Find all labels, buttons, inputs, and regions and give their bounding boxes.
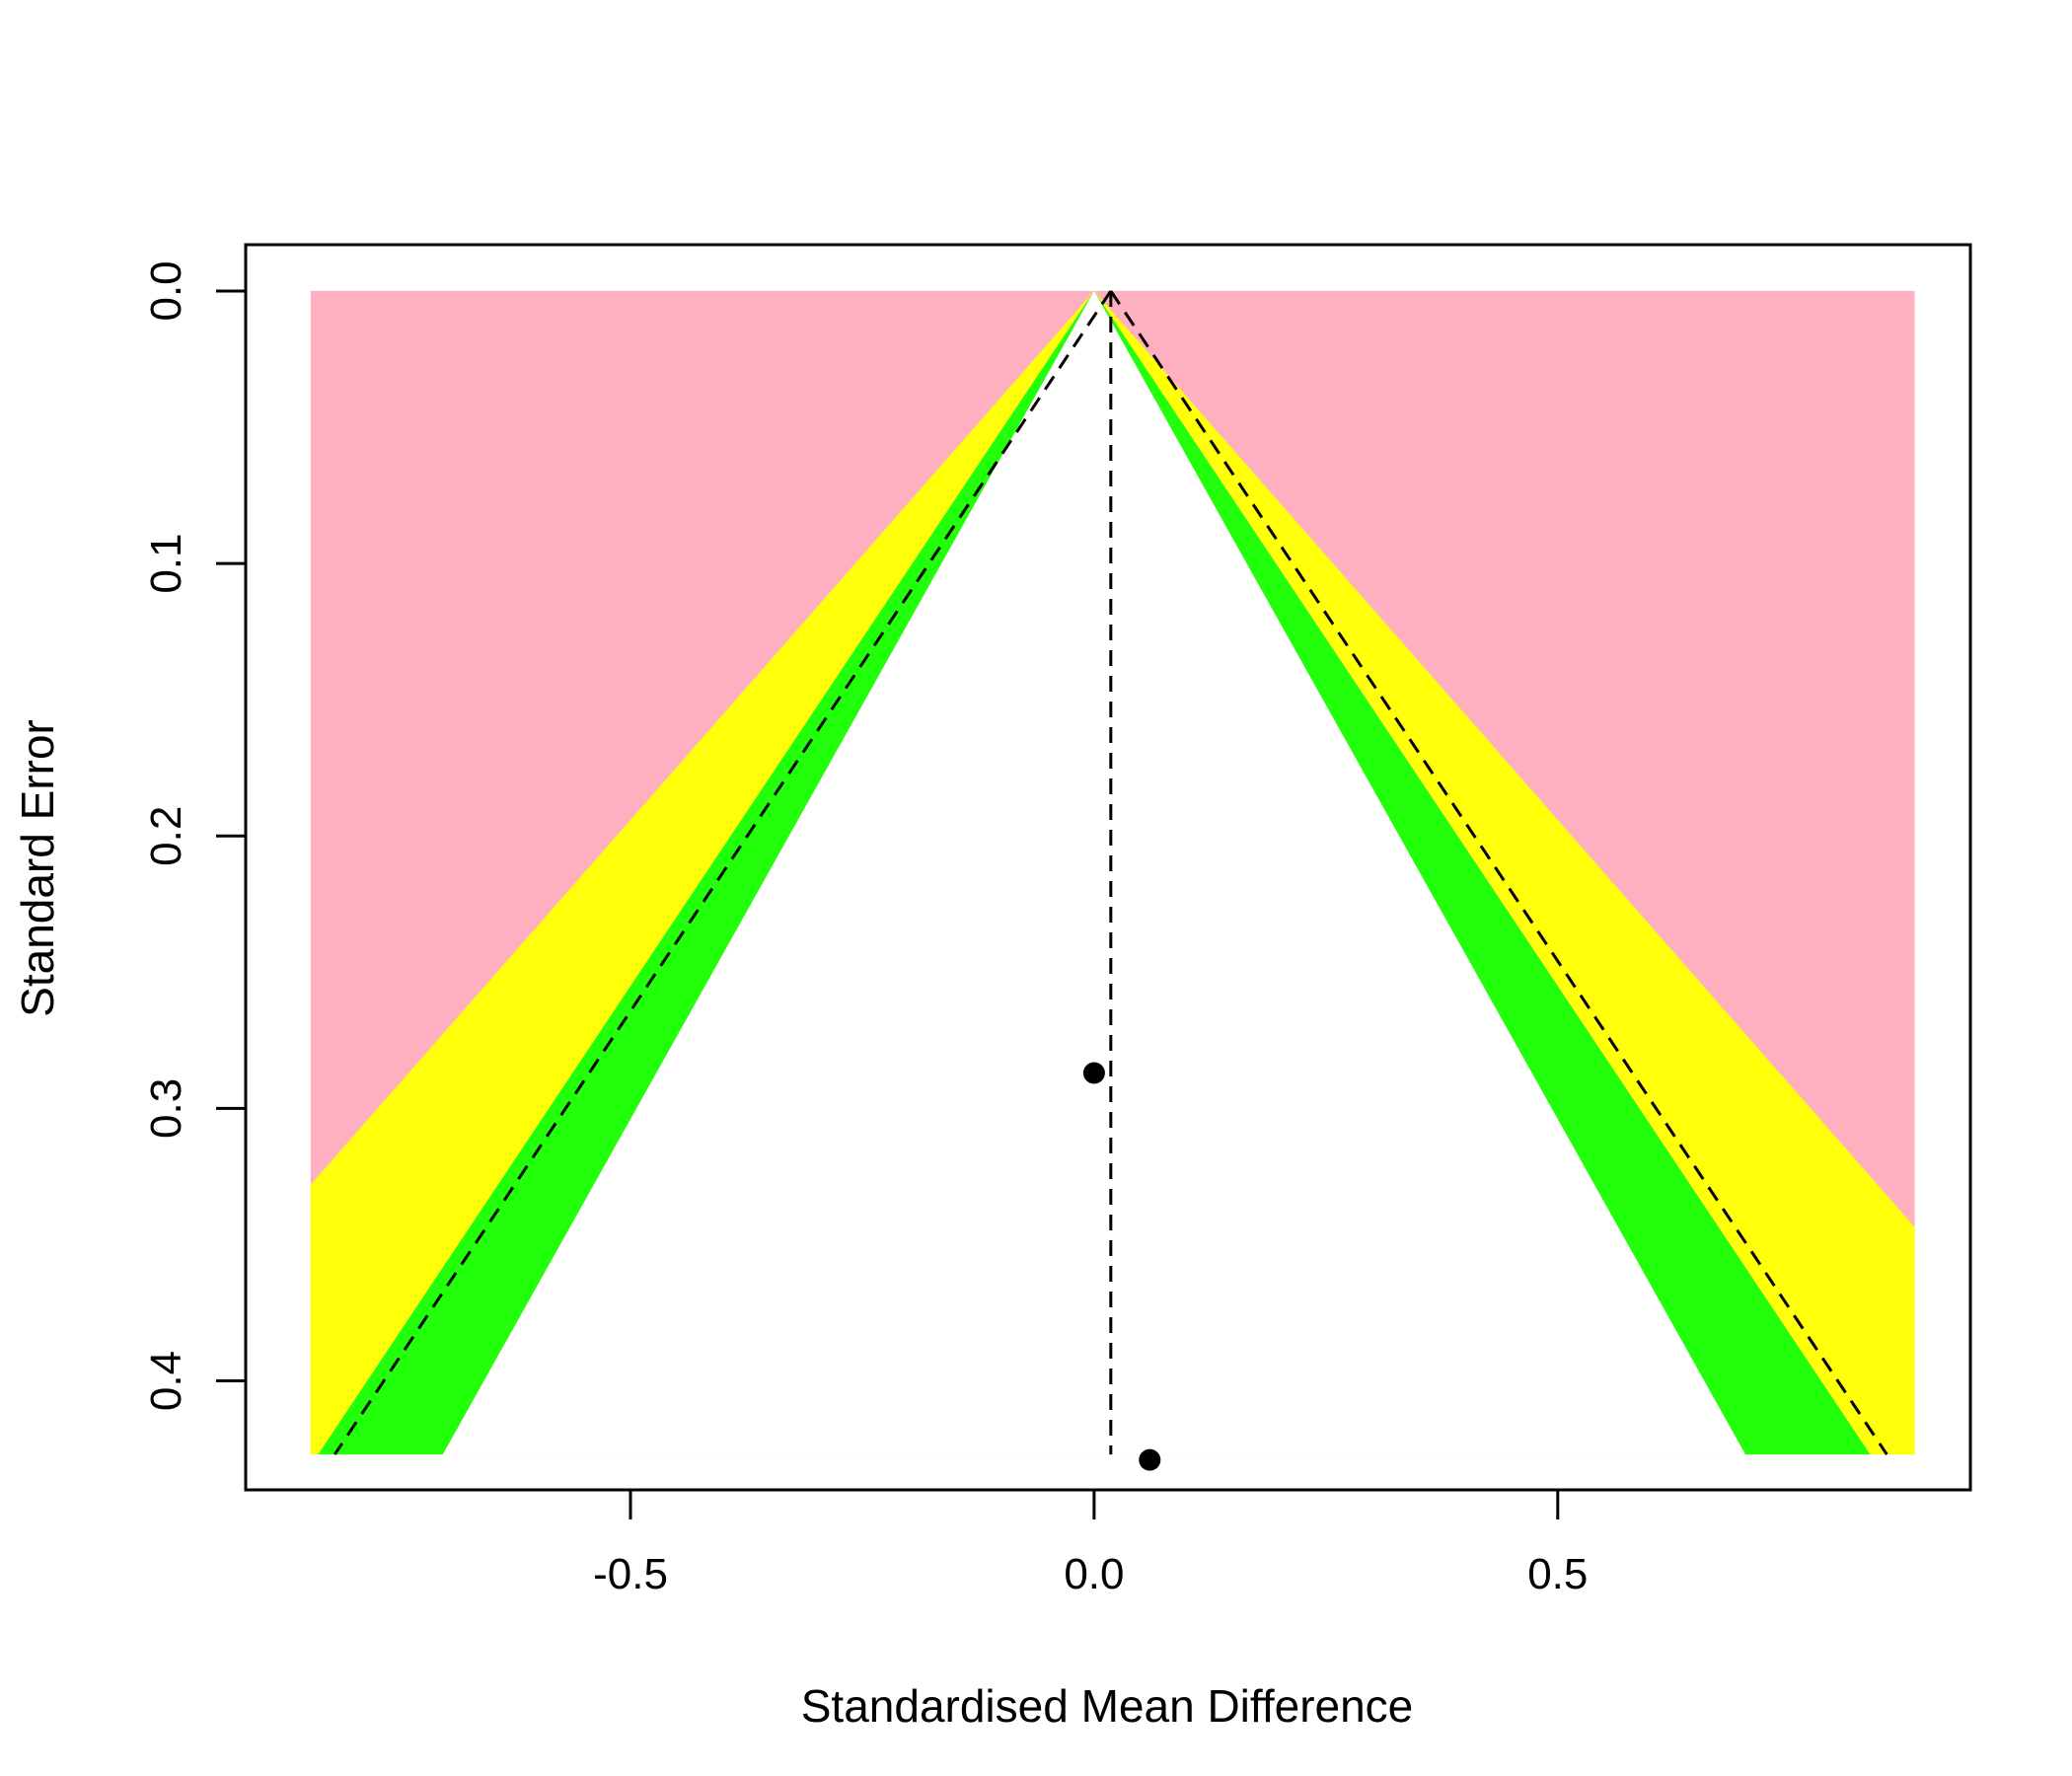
yellow-region-left bbox=[310, 290, 1094, 1455]
x-tick-label-1: 0.0 bbox=[1064, 1550, 1124, 1598]
y-tick-label-0: 0.0 bbox=[142, 260, 190, 321]
y-axis-title: Standard Error bbox=[12, 719, 63, 1017]
study-points bbox=[1082, 1062, 1161, 1471]
y-tick-label-1: 0.1 bbox=[142, 534, 190, 594]
x-tick-label-0: -0.5 bbox=[593, 1550, 668, 1598]
x-axis-title: Standardised Mean Difference bbox=[801, 1680, 1414, 1732]
green-region-right bbox=[1093, 290, 1871, 1455]
funnel-left-line bbox=[333, 290, 1113, 1455]
y-tick-label-3: 0.3 bbox=[142, 1078, 190, 1139]
study-point-1 bbox=[1082, 1062, 1105, 1084]
x-axis: -0.5 0.0 0.5 bbox=[593, 1488, 1588, 1598]
funnel-right-line bbox=[1109, 290, 1888, 1455]
study-point-2 bbox=[1139, 1448, 1161, 1471]
y-tick-label-2: 0.2 bbox=[142, 806, 190, 866]
y-axis: 0.0 0.1 0.2 0.3 0.4 bbox=[142, 260, 248, 1411]
contour-regions bbox=[310, 290, 1915, 1455]
green-region-left bbox=[318, 290, 1094, 1455]
y-tick-label-4: 0.4 bbox=[142, 1351, 190, 1411]
yellow-region-right bbox=[1093, 290, 1915, 1455]
white-region bbox=[442, 290, 1745, 1455]
x-tick-label-2: 0.5 bbox=[1527, 1550, 1588, 1598]
funnel-lines bbox=[333, 290, 1888, 1455]
